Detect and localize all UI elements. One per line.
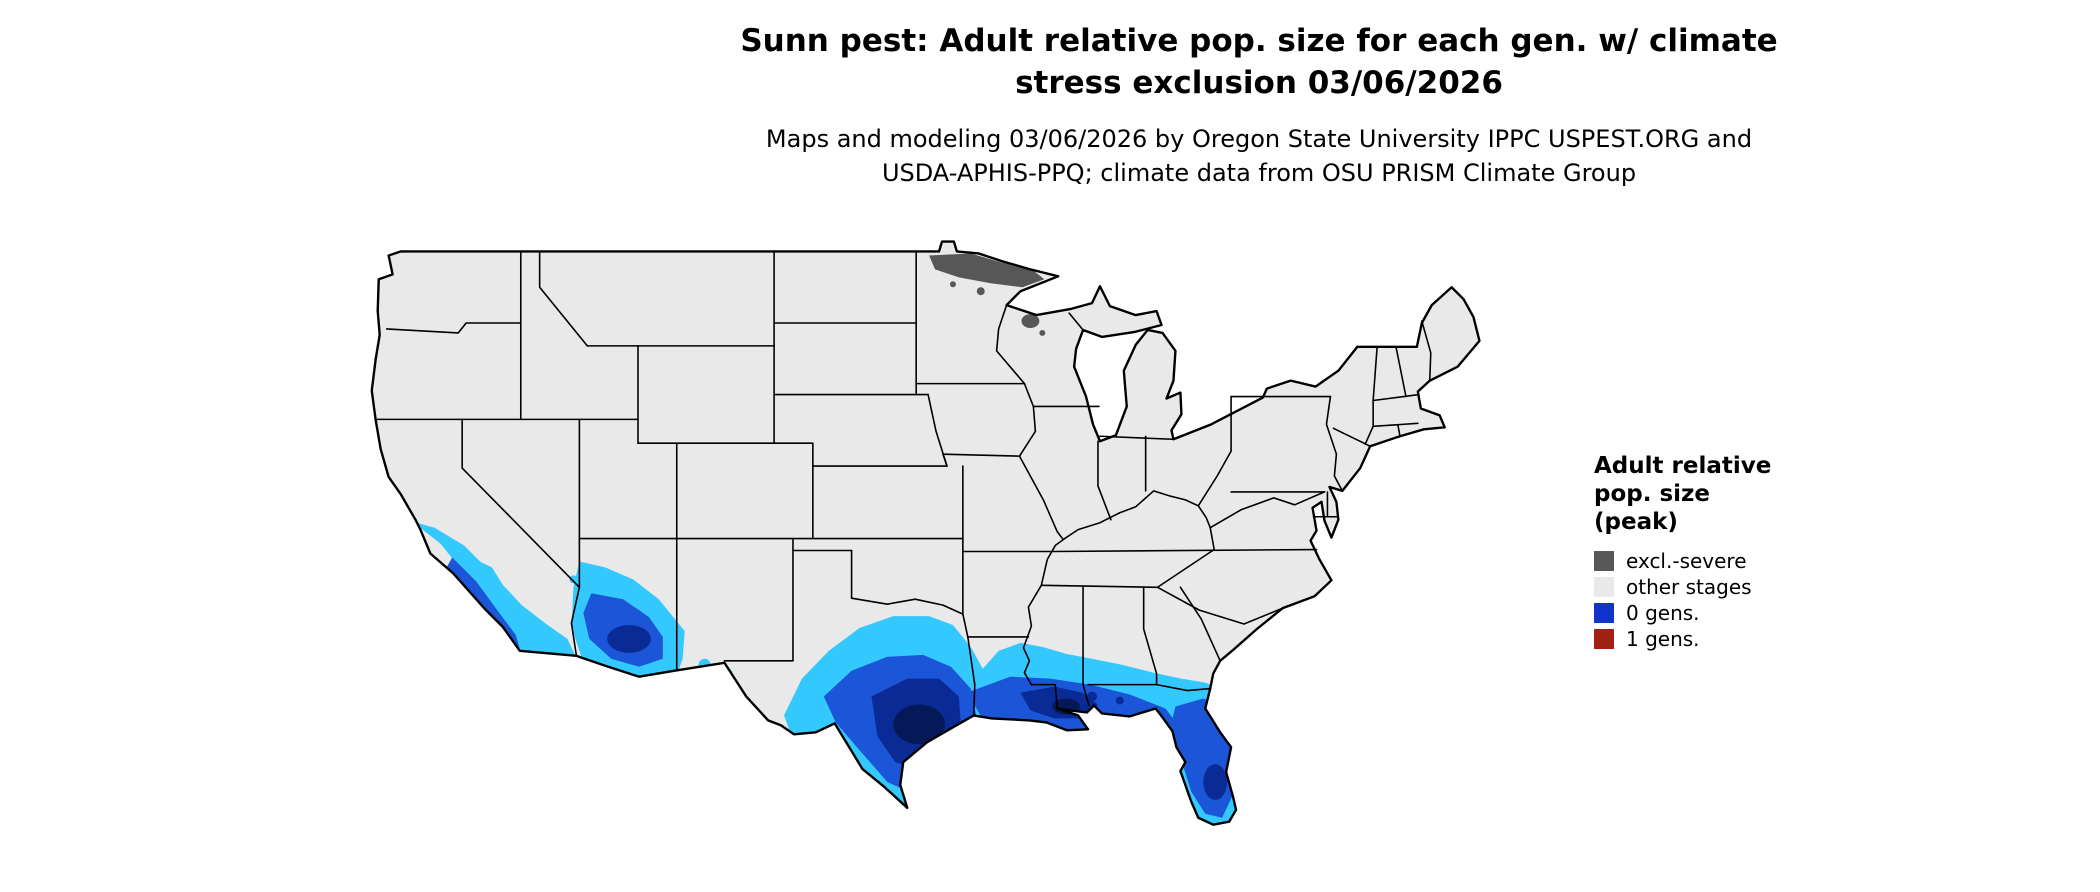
figure-subtitle-line2: USDA-APHIS-PPQ; climate data from OSU PR… xyxy=(881,159,1637,187)
legend-swatch-other-stages xyxy=(1594,577,1614,597)
figure-title-line1: Sunn pest: Adult relative pop. size for … xyxy=(740,23,1778,59)
legend-item-0-gens: 0 gens. xyxy=(1594,600,1771,626)
legend-title-line2: pop. size xyxy=(1594,481,1711,507)
figure-subtitle-line1: Maps and modeling 03/06/2026 by Oregon S… xyxy=(765,125,1753,153)
legend-item-1-gens: 1 gens. xyxy=(1594,626,1771,652)
state-borders xyxy=(374,250,1432,717)
legend-title-line3: (peak) xyxy=(1594,509,1678,535)
map-container xyxy=(335,228,1547,877)
legend-label-1-gens: 1 gens. xyxy=(1626,627,1700,651)
legend-items: excl.-severe other stages 0 gens. 1 gens… xyxy=(1594,548,1771,652)
figure-subtitle: Maps and modeling 03/06/2026 by Oregon S… xyxy=(766,122,1752,190)
legend-item-excl-severe: excl.-severe xyxy=(1594,548,1771,574)
figure-title: Sunn pest: Adult relative pop. size for … xyxy=(740,20,1777,104)
legend-label-other-stages: other stages xyxy=(1626,575,1752,599)
legend-title: Adult relative pop. size (peak) xyxy=(1594,452,1771,536)
map-layer-excl-severe xyxy=(929,253,1046,336)
legend-swatch-1-gens xyxy=(1594,629,1614,649)
legend-label-excl-severe: excl.-severe xyxy=(1626,549,1747,573)
legend-label-0-gens: 0 gens. xyxy=(1626,601,1700,625)
legend-swatch-0-gens xyxy=(1594,603,1614,623)
figure-title-line2: stress exclusion 03/06/2026 xyxy=(1015,65,1503,101)
map-legend: Adult relative pop. size (peak) excl.-se… xyxy=(1594,452,1771,652)
us-map xyxy=(370,240,1481,826)
legend-item-other-stages: other stages xyxy=(1594,574,1771,600)
legend-swatch-excl-severe xyxy=(1594,551,1614,571)
legend-title-line1: Adult relative xyxy=(1594,453,1772,479)
